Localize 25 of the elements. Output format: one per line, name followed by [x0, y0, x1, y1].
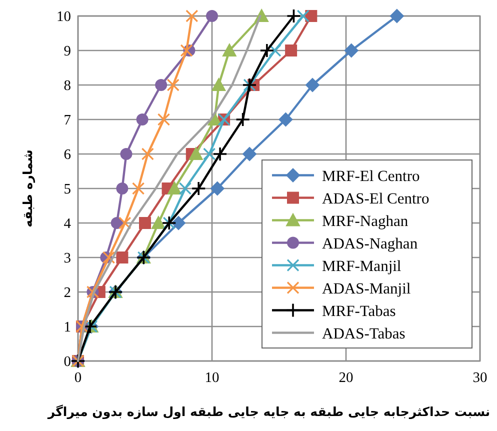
- x-tick-label: 0: [74, 370, 82, 386]
- x-tick-label: 20: [338, 370, 354, 386]
- y-axis-title: شماره طبقه: [20, 150, 36, 228]
- y-tick-label: 2: [64, 285, 71, 301]
- legend-label: MRF-Naghan: [322, 212, 408, 230]
- legend-label: MRF-El Centro: [322, 168, 420, 185]
- legend-label: ADAS-El Centro: [322, 190, 430, 208]
- y-tick-label: 0: [64, 354, 71, 370]
- legend-label: MRF-Manjil: [322, 258, 402, 275]
- y-tick-label: 9: [64, 44, 71, 60]
- x-tick-label: 10: [204, 370, 220, 386]
- y-tick-label: 6: [64, 147, 71, 163]
- y-tick-label: 3: [64, 250, 71, 266]
- legend-label: ADAS-Manjil: [322, 280, 411, 298]
- y-tick-label: 8: [64, 78, 71, 94]
- legend-label: MRF-Tabas: [322, 302, 396, 320]
- legend-label: ADAS-Naghan: [322, 235, 418, 252]
- y-tick-label: 5: [64, 182, 71, 198]
- legend-label: ADAS-Tabas: [322, 325, 406, 342]
- x-tick-label: 30: [472, 370, 488, 386]
- y-tick-label: 1: [64, 320, 71, 336]
- y-tick-label: 10: [56, 9, 71, 25]
- x-axis-title: نسبت حداکثرجابه جایی طبقه به جایه جایی طبقه اول سازه بدون میراگر: [46, 404, 490, 420]
- y-tick-label: 4: [64, 216, 72, 232]
- y-tick-label: 7: [64, 112, 71, 128]
